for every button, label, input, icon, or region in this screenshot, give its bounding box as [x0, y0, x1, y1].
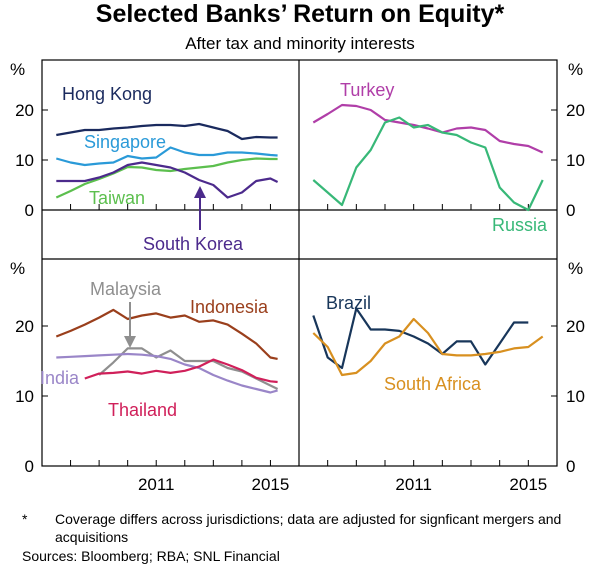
series-line-taiwan — [55, 157, 278, 199]
y-tick-label: 10 — [15, 151, 34, 170]
percent-unit-label: % — [10, 259, 25, 278]
x-tick-label: 2015 — [509, 475, 547, 494]
label-brazil: Brazil — [326, 293, 371, 313]
label-south-korea: South Korea — [143, 234, 244, 254]
series-line-singapore — [56, 146, 278, 167]
sources-note: Sources: Bloomberg; RBA; SNL Financial — [22, 548, 280, 564]
label-taiwan: Taiwan — [89, 188, 145, 208]
series-line-turkey — [312, 103, 544, 154]
series-lines — [55, 103, 544, 394]
label-india: India — [40, 368, 80, 388]
y-tick-label: 20 — [566, 317, 585, 336]
label-russia: Russia — [492, 215, 548, 235]
y-tick-label: 20 — [15, 101, 34, 120]
south-korea-arrow — [194, 186, 206, 230]
y-tick-label: 0 — [566, 457, 575, 476]
label-thailand: Thailand — [108, 400, 177, 420]
footnote-text: Coverage differs across jurisdictions; d… — [55, 511, 562, 545]
footnote-marker: * — [22, 511, 28, 527]
y-tick-label: 0 — [566, 201, 575, 220]
label-indonesia: Indonesia — [190, 297, 269, 317]
label-singapore: Singapore — [84, 132, 166, 152]
series-line-south-korea — [56, 161, 279, 199]
series-annotations: Hong Kong Singapore Taiwan South Korea T… — [40, 80, 548, 420]
series-line-brazil — [312, 307, 529, 370]
label-hong-kong: Hong Kong — [62, 84, 152, 104]
axis-labels: 0 10 20% 0 10 20% 0 10 20% 0 10 20% 2011 2015 2011 2015 — [10, 60, 585, 494]
y-tick-label: 0 — [25, 457, 34, 476]
y-tick-label: 20 — [15, 317, 34, 336]
y-tick-label: 10 — [15, 387, 34, 406]
y-tick-label: 0 — [25, 201, 34, 220]
percent-unit-label: % — [10, 60, 25, 79]
series-line-hong-kong — [56, 122, 278, 141]
chart-subtitle: After tax and minority interests — [185, 34, 415, 53]
x-tick-label: 2011 — [395, 475, 432, 494]
panel-frames — [41, 59, 558, 467]
series-line-indonesia — [55, 308, 278, 360]
series-line-russia — [312, 116, 544, 212]
chart-title: Selected Banks’ Return on Equity* — [95, 0, 505, 28]
series-line-india — [56, 352, 278, 394]
series-line-thailand — [84, 358, 278, 384]
y-tick-label: 10 — [566, 151, 585, 170]
label-south-africa: South Africa — [384, 374, 482, 394]
percent-unit-label: % — [568, 259, 583, 278]
y-tick-label: 20 — [566, 101, 585, 120]
malaysia-arrow — [124, 302, 136, 348]
x-tick-label: 2015 — [252, 475, 290, 494]
chart-figure: 0 10 20% 0 10 20% 0 10 20% 0 10 20% 2011 2015 2011 2015… — [10, 59, 585, 494]
y-tick-label: 10 — [566, 387, 585, 406]
percent-unit-label: % — [568, 60, 583, 79]
series-line-south-africa — [312, 317, 544, 377]
label-turkey: Turkey — [340, 80, 394, 100]
label-malaysia: Malaysia — [90, 279, 162, 299]
x-tick-label: 2011 — [138, 475, 175, 494]
